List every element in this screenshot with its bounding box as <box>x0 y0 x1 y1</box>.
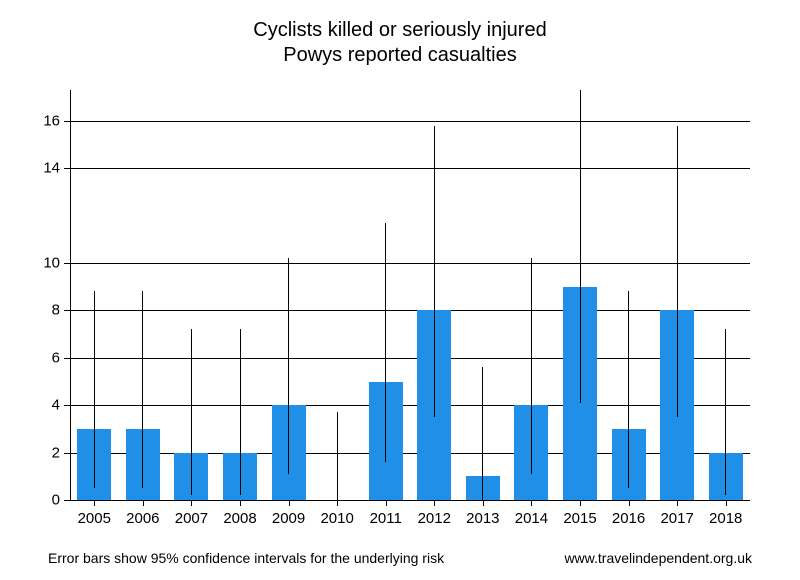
y-tick-label: 10 <box>30 255 60 272</box>
x-tick-label: 2014 <box>515 510 548 527</box>
error-bar <box>94 291 95 488</box>
error-bar <box>482 367 483 500</box>
error-bar <box>337 412 338 500</box>
x-tick <box>337 500 338 506</box>
y-tick-label: 0 <box>30 492 60 509</box>
error-bar <box>142 291 143 488</box>
x-tick-label: 2015 <box>563 510 596 527</box>
error-bar <box>240 329 241 495</box>
x-tick <box>94 500 95 506</box>
error-bar <box>385 223 386 462</box>
y-axis <box>70 90 71 500</box>
y-tick-label: 4 <box>30 397 60 414</box>
y-gridline <box>70 405 750 406</box>
y-tick-label: 6 <box>30 349 60 366</box>
x-tick-label: 2011 <box>370 510 402 527</box>
y-gridline <box>70 168 750 169</box>
x-tick <box>240 500 241 506</box>
x-tick-label: 2016 <box>612 510 645 527</box>
x-tick <box>386 500 387 506</box>
x-tick-label: 2017 <box>660 510 693 527</box>
error-bar <box>531 258 532 474</box>
x-tick <box>143 500 144 506</box>
x-tick-label: 2007 <box>175 510 208 527</box>
y-gridline <box>70 358 750 359</box>
x-tick <box>531 500 532 506</box>
footer-right: www.travelindependent.org.uk <box>564 550 752 566</box>
x-tick-label: 2018 <box>709 510 742 527</box>
x-tick <box>289 500 290 506</box>
chart-title-line1: Cyclists killed or seriously injured <box>0 18 800 43</box>
x-tick-label: 2006 <box>126 510 159 527</box>
x-axis <box>70 500 750 501</box>
x-tick <box>434 500 435 506</box>
footer-left: Error bars show 95% confidence intervals… <box>48 550 444 566</box>
y-tick-label: 14 <box>30 160 60 177</box>
error-bar <box>580 90 581 403</box>
error-bar <box>725 329 726 495</box>
x-tick-label: 2009 <box>272 510 305 527</box>
error-bar <box>288 258 289 474</box>
y-tick-label: 16 <box>30 112 60 129</box>
error-bar <box>677 126 678 418</box>
x-tick <box>580 500 581 506</box>
x-tick-label: 2013 <box>466 510 499 527</box>
y-gridline <box>70 453 750 454</box>
x-tick-label: 2008 <box>223 510 256 527</box>
x-tick <box>483 500 484 506</box>
x-tick-label: 2012 <box>418 510 451 527</box>
x-tick <box>677 500 678 506</box>
error-bar <box>191 329 192 495</box>
error-bar <box>434 126 435 418</box>
chart-title-line2: Powys reported casualties <box>0 43 800 68</box>
x-tick <box>726 500 727 506</box>
plot-area: 0246810141620052006200720082009201020112… <box>70 90 750 500</box>
y-tick-label: 8 <box>30 302 60 319</box>
x-tick-label: 2010 <box>320 510 353 527</box>
y-tick-label: 2 <box>30 444 60 461</box>
y-gridline <box>70 263 750 264</box>
x-tick <box>629 500 630 506</box>
y-gridline <box>70 310 750 311</box>
chart-title: Cyclists killed or seriously injured Pow… <box>0 0 800 68</box>
chart: Cyclists killed or seriously injured Pow… <box>0 0 800 580</box>
x-tick <box>191 500 192 506</box>
error-bar <box>628 291 629 488</box>
x-tick-label: 2005 <box>78 510 111 527</box>
y-gridline <box>70 121 750 122</box>
